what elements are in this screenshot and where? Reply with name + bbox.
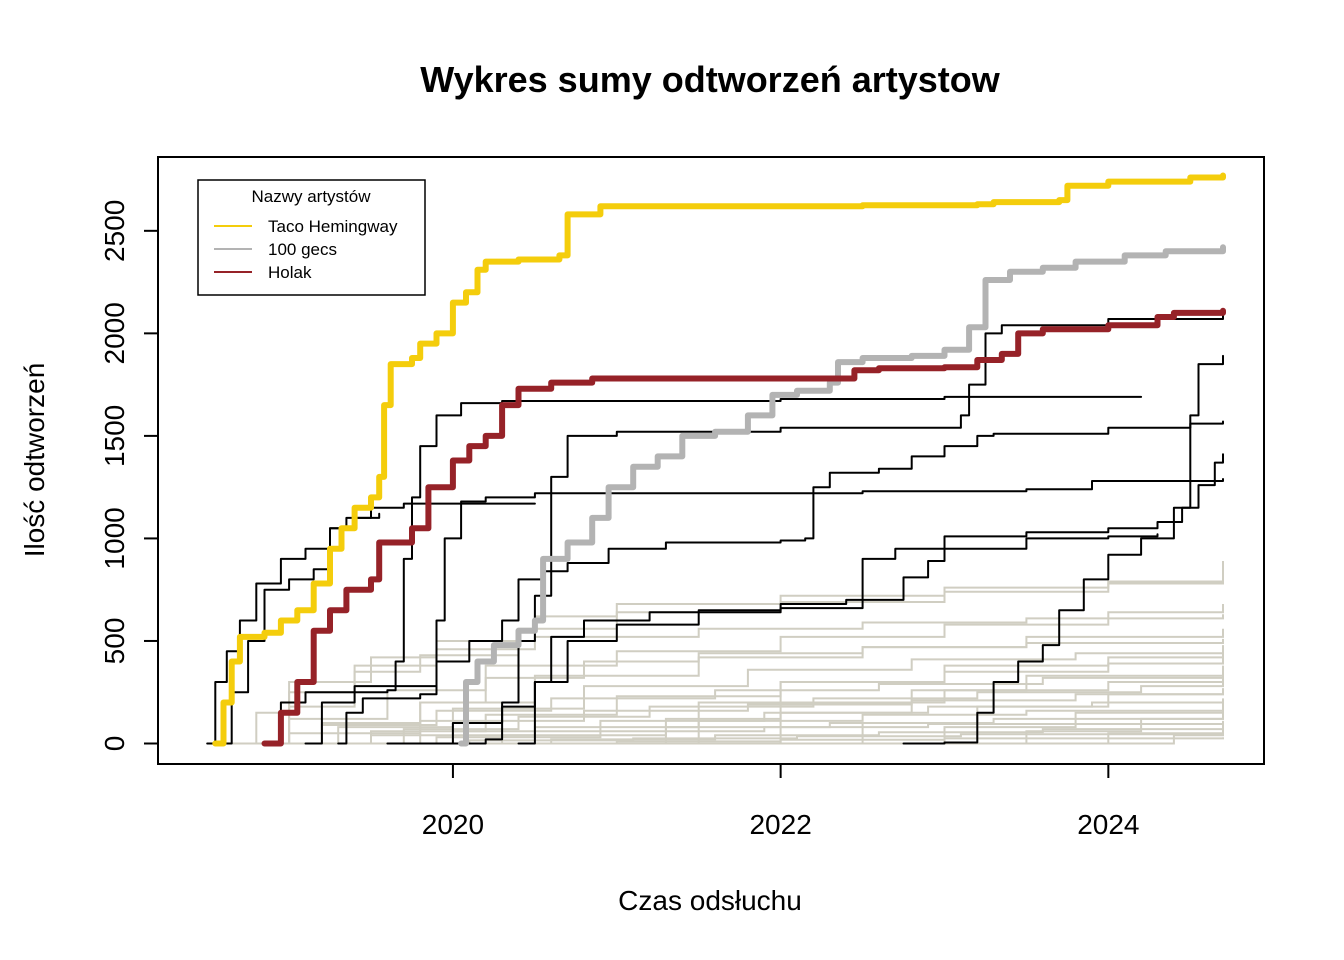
- x-axis: 2020 2022 2024: [422, 764, 1139, 840]
- series-line-100-gecs: [458, 244, 1226, 747]
- background-series-line-4: [256, 628, 1224, 745]
- chart-title: Wykres sumy odtworzeń artystow: [420, 59, 1000, 100]
- legend-box: [197, 179, 426, 296]
- series-line-other-6: [386, 313, 1224, 745]
- legend-label: 100 gecs: [268, 240, 337, 259]
- y-axis-label: Ilość odtworzeń: [19, 363, 50, 558]
- legend-title: Nazwy artystów: [251, 187, 371, 206]
- background-series-line-17: [616, 649, 1224, 745]
- legend-entries: Taco Hemingway 100 gecs Holak: [214, 217, 398, 282]
- background-series-line-9: [223, 690, 1224, 745]
- x-tick-label: 2022: [749, 809, 811, 840]
- background-series-line-5: [272, 645, 1224, 745]
- y-tick-label: 500: [99, 618, 130, 665]
- background-series-line-19: [780, 688, 1224, 745]
- plot-frame: [157, 156, 1265, 765]
- series-line-other-8: [517, 533, 1159, 745]
- x-tick-label: 2024: [1077, 809, 1139, 840]
- series-line-other-7: [402, 354, 1224, 745]
- series-line-other-1: [206, 502, 536, 745]
- background-series-line-7: [239, 671, 1224, 745]
- series-line-other-9: [902, 453, 1224, 745]
- background-series-line-15: [305, 732, 1224, 745]
- y-tick-label: 1000: [99, 507, 130, 569]
- background-series-line-22: [1026, 725, 1224, 745]
- background-series-line-23: [1108, 731, 1224, 745]
- y-tick-label: 2500: [99, 200, 130, 262]
- background-series-line-3: [223, 604, 1224, 745]
- y-axis: 0 500 1000 1500 2000 2500: [99, 200, 158, 752]
- series-line-other-4: [337, 478, 1224, 745]
- background-series-line-13: [272, 720, 1224, 745]
- y-tick-label: 2000: [99, 302, 130, 364]
- background-series-line-24: [584, 677, 1224, 745]
- y-tick-label: 1500: [99, 405, 130, 467]
- series-line-other-5: [304, 420, 1224, 745]
- series-line-holak: [261, 307, 1226, 747]
- series-line-taco-hemingway: [212, 172, 1226, 747]
- legend-label: Taco Hemingway: [268, 217, 398, 236]
- x-tick-label: 2020: [422, 809, 484, 840]
- x-axis-label: Czas odsłuchu: [618, 885, 802, 916]
- series-line-other-2: [222, 512, 381, 745]
- background-series-line-8: [321, 682, 1224, 745]
- background-series-line-18: [698, 665, 1224, 745]
- y-tick-label: 0: [99, 736, 130, 752]
- highlighted-series-group: [206, 172, 1226, 747]
- legend-label: Holak: [268, 263, 312, 282]
- series-line-other-3: [271, 395, 1143, 745]
- legend: Nazwy artystów Taco Hemingway 100 gecs Hol…: [197, 179, 426, 296]
- background-series-line-25: [371, 638, 1224, 745]
